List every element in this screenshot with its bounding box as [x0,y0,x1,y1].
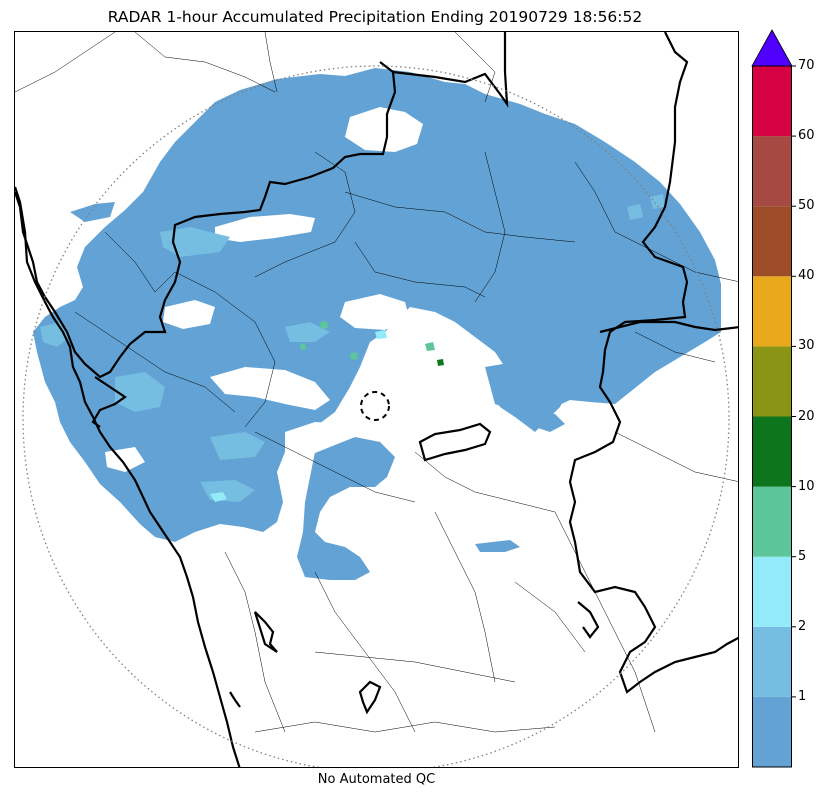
precipitation-colorbar [751,29,796,768]
radar-map-canvas [15,32,738,767]
state-line-north-east [392,32,509,108]
colorbar-segment [752,136,792,207]
heavy-cell [210,492,227,502]
precip-area-east [485,362,570,427]
district-line [224,551,286,733]
district-line [354,241,486,298]
district-line [264,32,278,93]
colorbar-segment [752,486,792,557]
colorbar-tick-label: 20 [798,408,815,424]
colorbar-segment [752,416,792,487]
moderate-rain-patch [285,322,330,342]
qc-status-label: No Automated QC [317,772,436,787]
colorbar-segment [752,626,792,697]
clear-hole-west2 [163,300,215,329]
clear-hole-north [345,107,423,152]
district-line [454,32,496,103]
moderate-rain-patch [160,227,230,257]
colorbar-extend-arrow [751,29,793,67]
heavy-cell [375,330,387,339]
district-line [474,151,506,303]
colorbar-tick-label: 40 [798,268,815,284]
heavy-cell [350,352,358,360]
moderate-rain-patch [627,204,643,220]
colorbar-tick-label: 10 [798,478,815,494]
heavy-cell [300,343,306,350]
district-line [614,431,738,482]
precip-area-southeast [475,540,520,552]
clear-hole-south [285,422,355,457]
district-line [314,651,516,683]
district-boundaries [15,32,738,733]
enclave-line [577,601,600,639]
district-line [134,32,276,93]
colorbar-segment [752,556,792,627]
colorbar-tick-label: 50 [798,198,815,214]
colorbar-segment [752,206,792,277]
district-line [174,271,276,428]
district-line [434,511,496,683]
colorbar-segment [752,66,792,137]
heavy-cell [437,359,444,366]
state-line-east [568,32,738,694]
colorbar-frame [752,65,792,768]
district-line [574,161,738,282]
district-line [74,311,236,413]
state-line-east-arm [599,320,738,334]
enclave-line [229,691,241,708]
precip-area-south [297,437,395,580]
radar-site-marker [360,391,390,421]
colorbar-tick-label: 2 [798,618,807,634]
heavy-cell [425,342,435,351]
radar-range-ring [22,65,730,767]
colorbar-segment [752,346,792,417]
colorbar-segment [752,276,792,347]
state-line-spur [418,422,492,462]
district-line [104,231,176,293]
moderate-rain-patch [40,322,70,347]
district-line [514,581,586,653]
moderate-rain-patch [650,194,665,209]
enclave-line [253,611,278,653]
map-title: RADAR 1-hour Accumulated Precipitation E… [107,8,643,26]
district-line [15,32,116,93]
radar-map[interactable] [14,31,739,768]
colorbar-tick-label: 30 [798,338,815,354]
colorbar-tick-label: 70 [798,58,815,73]
precipitation-layer [33,68,721,580]
moderate-rain-patch [115,372,165,412]
district-line [254,151,356,278]
district-line [254,721,556,733]
clear-hole-center2 [340,294,410,330]
moderate-rain-patch [210,432,265,460]
state-line-inner [91,376,127,428]
state-boundaries [15,32,738,767]
precip-area-northwest-strip [70,202,115,222]
colorbar-tick-label: 60 [798,128,815,144]
district-line [314,571,416,733]
colorbar-segment [752,696,792,767]
clear-hole-center [210,367,330,410]
state-line-north [15,61,397,379]
district-line [554,511,656,733]
colorbar-tick-label: 5 [798,548,807,564]
district-line [254,431,416,503]
district-line [634,331,716,363]
district-line [414,451,556,513]
enclave-line [358,680,382,715]
precip-area-east-fringe [535,412,565,432]
colorbar-tick-label: 1 [798,688,807,704]
clear-hole-west [215,214,315,242]
state-line-west-coast [15,186,241,767]
district-line [344,191,576,243]
heavy-cell [320,321,328,329]
